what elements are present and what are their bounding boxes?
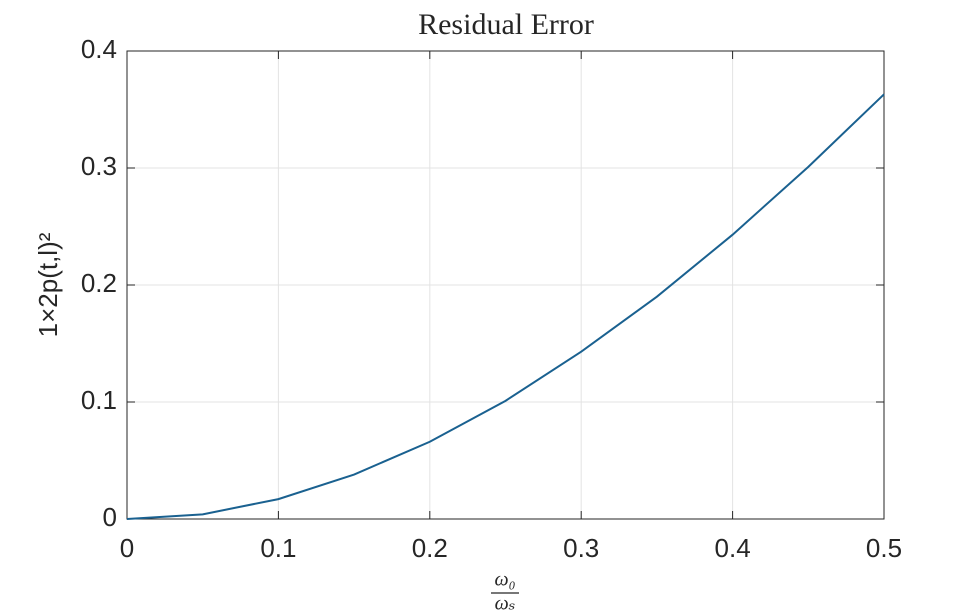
x-tick-label: 0.5 xyxy=(866,533,902,563)
x-tick-label: 0.4 xyxy=(715,533,751,563)
y-tick-label: 0.1 xyxy=(81,385,117,415)
x-axis-label-numerator: ω₀ xyxy=(494,569,515,591)
x-axis-label-denominator: ωₛ xyxy=(495,593,516,615)
y-tick-label: 0.2 xyxy=(81,268,117,298)
data-line xyxy=(126,93,885,520)
x-tick-label: 0.3 xyxy=(563,533,599,563)
chart-title: Residual Error xyxy=(418,8,594,41)
y-axis-label: 1×2p(t,l)² xyxy=(33,232,63,337)
y-tick-label: 0.3 xyxy=(81,151,117,181)
x-tick-label: 0 xyxy=(120,533,134,563)
x-tick-label: 0.1 xyxy=(260,533,296,563)
y-tick-label: 0.4 xyxy=(81,34,117,64)
axes-box xyxy=(126,50,885,520)
y-tick-label: 0 xyxy=(103,502,117,532)
x-tick-label: 0.2 xyxy=(412,533,448,563)
